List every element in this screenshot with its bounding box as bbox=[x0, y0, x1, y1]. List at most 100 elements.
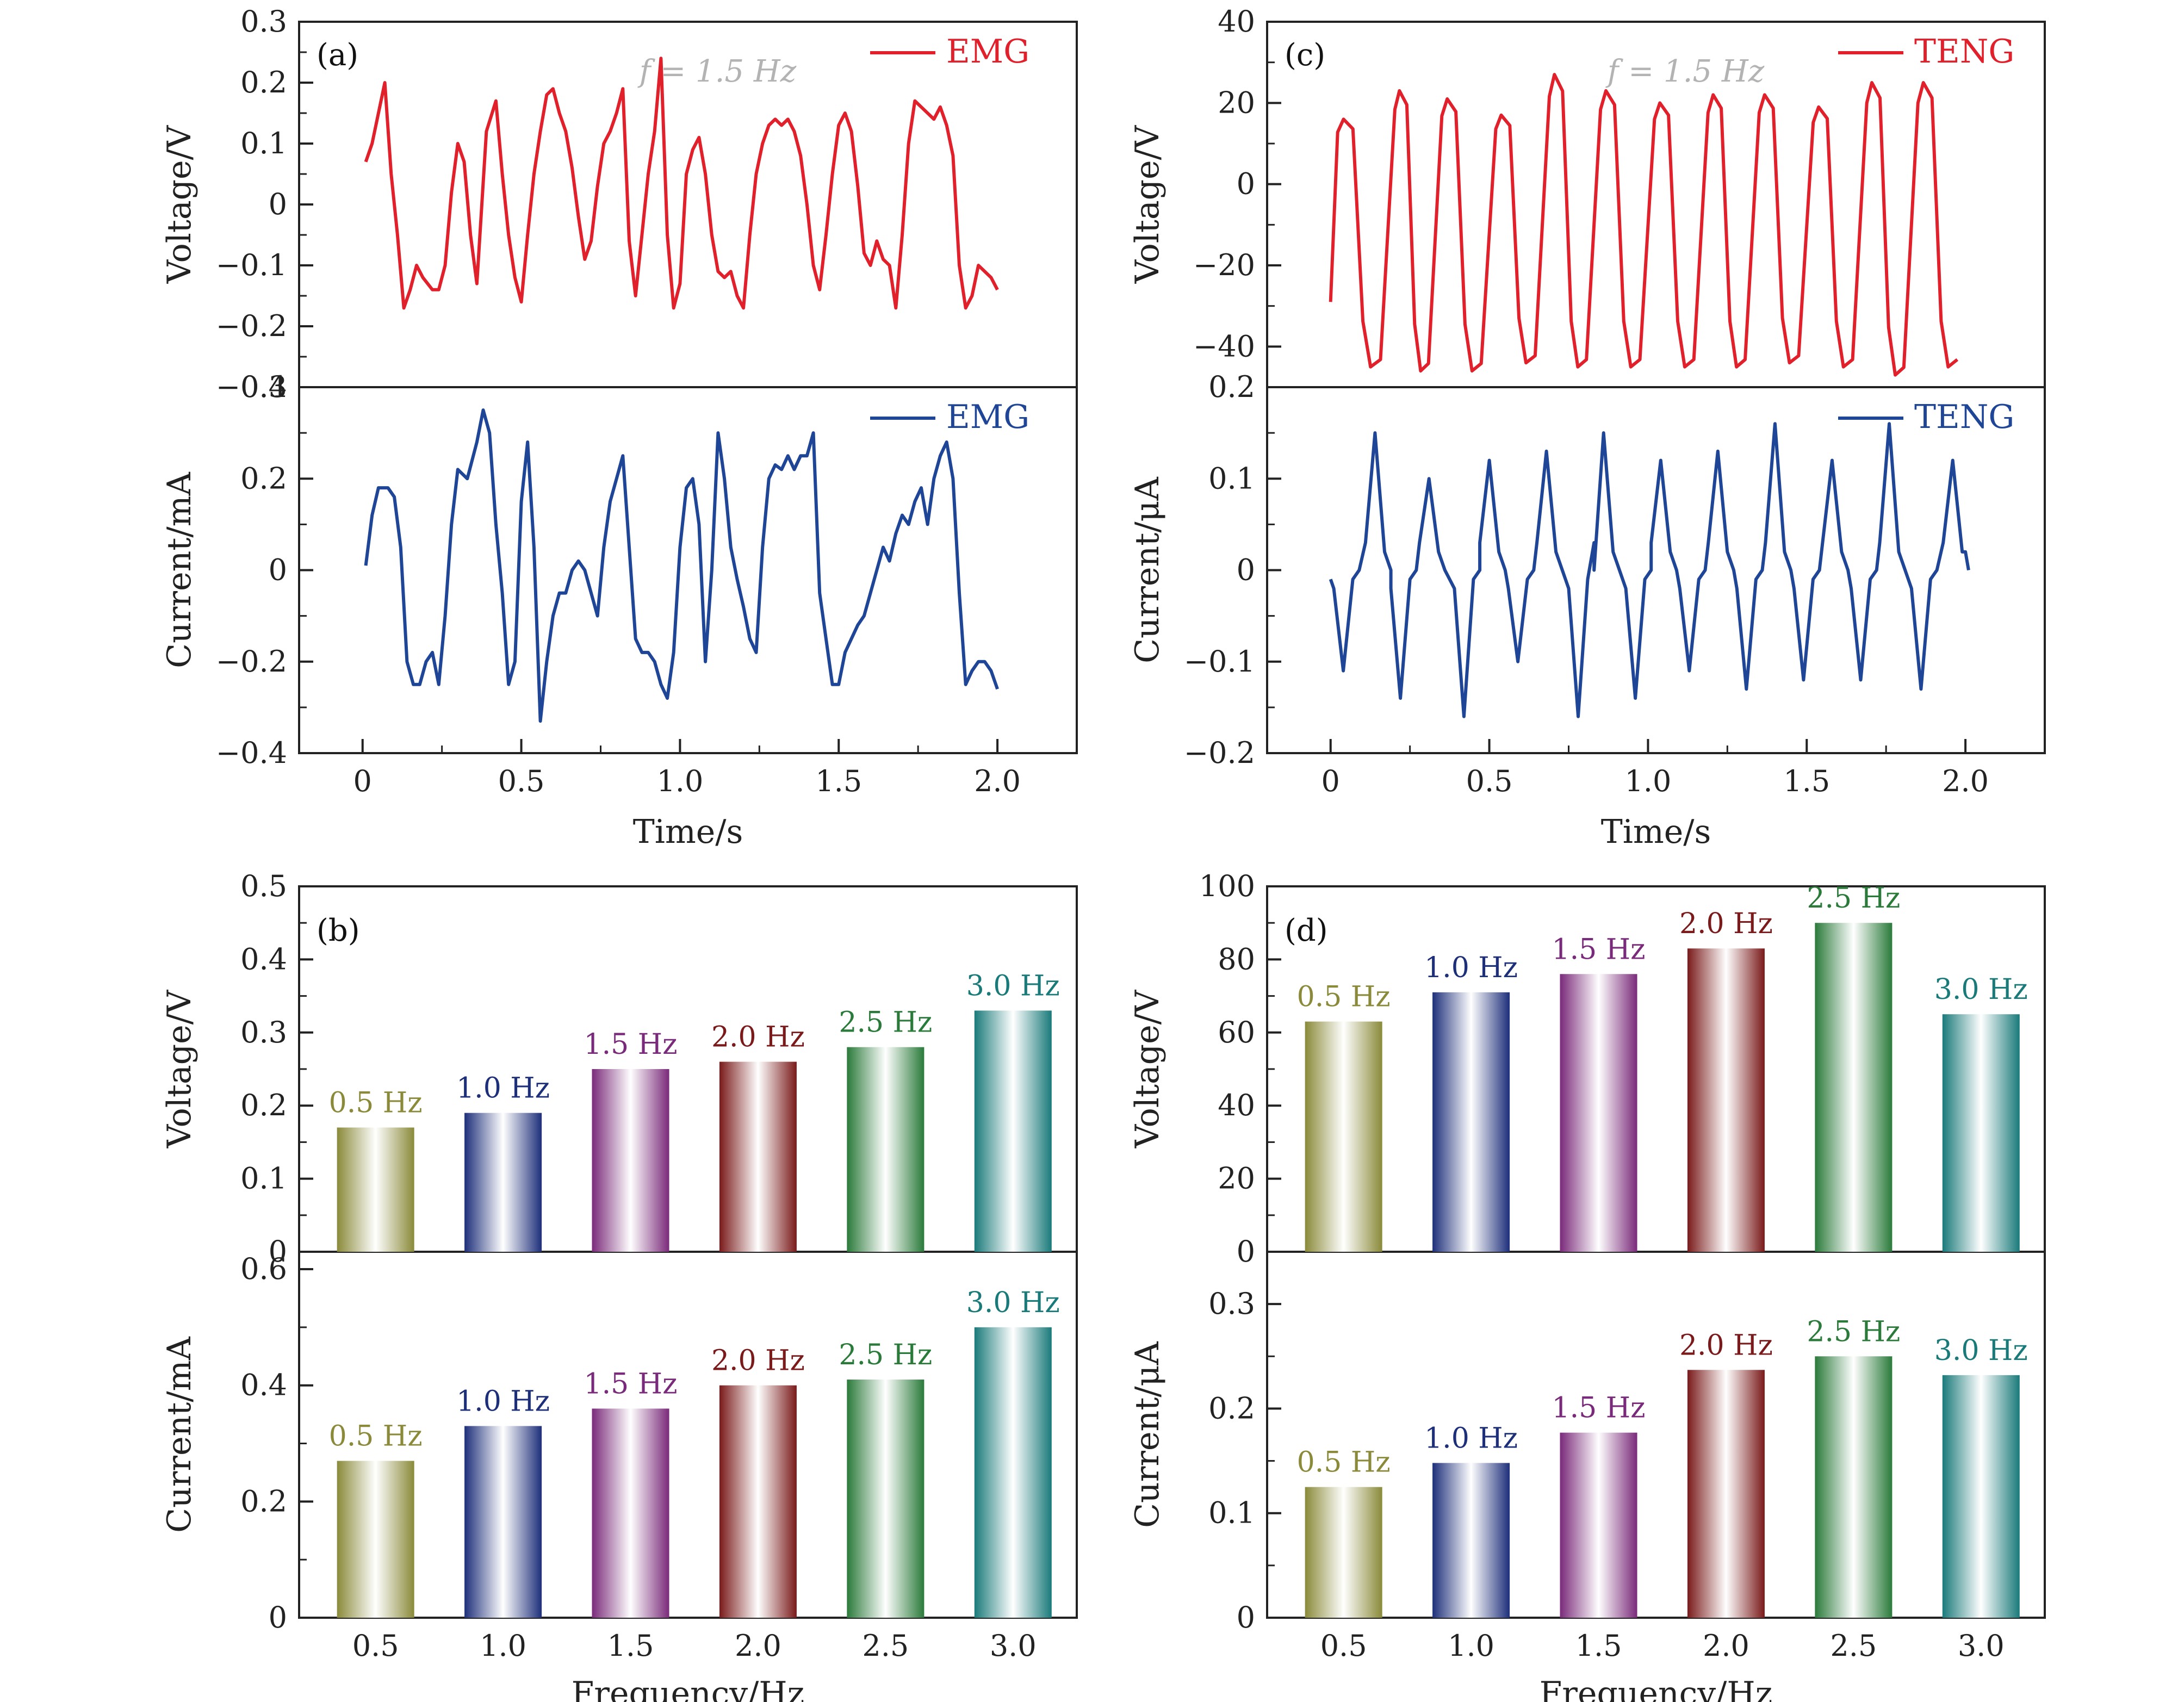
bar-top bbox=[1687, 948, 1765, 1252]
x-tick-label: 1.0 bbox=[480, 1629, 526, 1663]
y-tick-label: 0 bbox=[1237, 553, 1255, 587]
y-axis-title: Current/mA bbox=[160, 1337, 198, 1533]
bar-data-label: 2.5 Hz bbox=[839, 1007, 932, 1039]
y-axis-title: Current/mA bbox=[160, 472, 198, 668]
x-tick-label: 2.0 bbox=[735, 1629, 781, 1663]
legend-label: EMG bbox=[946, 33, 1029, 71]
bar-top bbox=[1305, 1021, 1382, 1252]
legend-label: TENG bbox=[1914, 398, 2014, 436]
bar-data-label: 2.0 Hz bbox=[1679, 1329, 1773, 1362]
y-tick-label: −0.2 bbox=[216, 644, 287, 679]
bar-data-label: 1.0 Hz bbox=[1424, 1422, 1518, 1455]
bar-top bbox=[1815, 923, 1893, 1252]
y-tick-label: 0.3 bbox=[240, 1015, 287, 1049]
series-line-bottom bbox=[1329, 422, 1970, 718]
y-tick-label: −0.2 bbox=[216, 309, 287, 343]
y-tick-label: 0.2 bbox=[240, 461, 287, 495]
bar-data-label: 0.5 Hz bbox=[329, 1420, 423, 1453]
x-tick-label: 2.0 bbox=[974, 764, 1021, 798]
y-tick-label: 20 bbox=[1218, 85, 1255, 120]
bar-bottom bbox=[1687, 1370, 1765, 1618]
x-axis-title: Frequency/Hz bbox=[572, 1675, 805, 1702]
bar-bottom bbox=[719, 1385, 797, 1618]
y-tick-label: 100 bbox=[1199, 869, 1255, 903]
y-axis-title: Voltage/V bbox=[160, 125, 198, 284]
y-axis-title: Current/μA bbox=[1128, 1341, 1167, 1527]
y-tick-label: 0.1 bbox=[1208, 1496, 1255, 1530]
x-tick-label: 0 bbox=[1321, 764, 1340, 798]
bar-bottom bbox=[1815, 1356, 1893, 1618]
y-tick-label: 0.1 bbox=[240, 1161, 287, 1196]
bar-bottom bbox=[847, 1380, 925, 1618]
x-tick-label: 0.5 bbox=[1466, 764, 1513, 798]
bar-data-label: 1.5 Hz bbox=[584, 1028, 678, 1061]
series-line-bottom bbox=[364, 408, 999, 723]
panel-tag: (c) bbox=[1285, 38, 1325, 73]
bar-top bbox=[592, 1069, 669, 1252]
bar-data-label: 2.5 Hz bbox=[839, 1339, 932, 1371]
x-tick-label: 2.0 bbox=[1942, 764, 1989, 798]
x-axis-title: Frequency/Hz bbox=[1540, 1675, 1773, 1702]
bar-data-label: 2.5 Hz bbox=[1807, 882, 1900, 915]
bar-bottom bbox=[1942, 1375, 2020, 1618]
y-tick-label: 0.4 bbox=[240, 1368, 287, 1402]
bar-data-label: 0.5 Hz bbox=[1297, 981, 1391, 1014]
y-tick-label: −0.1 bbox=[1184, 644, 1255, 679]
x-tick-label: 0.5 bbox=[498, 764, 545, 798]
bar-top bbox=[337, 1127, 414, 1252]
y-tick-label: 0.3 bbox=[240, 4, 287, 39]
bar-data-label: 3.0 Hz bbox=[1934, 1334, 2028, 1367]
bar-data-label: 3.0 Hz bbox=[966, 1287, 1060, 1319]
x-tick-label: 2.0 bbox=[1703, 1629, 1749, 1663]
y-tick-label: −0.3 bbox=[216, 370, 287, 404]
bar-data-label: 2.5 Hz bbox=[1807, 1315, 1900, 1348]
frequency-note: f = 1.5 Hz bbox=[1605, 54, 1765, 89]
y-tick-label: 0.5 bbox=[240, 869, 287, 903]
x-tick-label: 1.5 bbox=[1783, 764, 1830, 798]
bar-data-label: 2.0 Hz bbox=[711, 1021, 805, 1054]
bar-bottom bbox=[337, 1461, 414, 1618]
y-tick-label: 0.4 bbox=[240, 942, 287, 976]
bar-data-label: 3.0 Hz bbox=[1934, 973, 2028, 1006]
y-tick-label: 0 bbox=[1237, 1600, 1255, 1635]
legend-label: TENG bbox=[1914, 33, 2014, 71]
y-tick-label: 20 bbox=[1218, 1161, 1255, 1196]
y-tick-label: −40 bbox=[1193, 329, 1255, 363]
y-tick-label: −20 bbox=[1193, 248, 1255, 282]
y-axis-title: Current/μA bbox=[1128, 476, 1167, 663]
x-tick-label: 1.5 bbox=[815, 764, 862, 798]
y-tick-label: 0.2 bbox=[240, 65, 287, 100]
panel-b: 0.5 1.0 1.5 2.0 2.5 3.0 Frequency/Hz (b) 0 0.1 0.2… bbox=[160, 869, 1078, 1702]
x-axis-title: Time/s bbox=[1601, 813, 1711, 851]
bar-top bbox=[1432, 992, 1510, 1252]
y-tick-label: 40 bbox=[1218, 4, 1255, 39]
y-tick-label: 0.6 bbox=[240, 1252, 287, 1286]
y-tick-label: 0 bbox=[1237, 1234, 1255, 1269]
x-tick-label: 1.5 bbox=[607, 1629, 654, 1663]
bar-bottom bbox=[1305, 1487, 1382, 1618]
y-tick-label: 40 bbox=[1218, 1088, 1255, 1122]
panel-c: 0 0.5 1.0 1.5 2.0 Time/s (c) f = 1.5 Hz −40 −20 0 2… bbox=[1128, 4, 2046, 851]
bar-top bbox=[1942, 1014, 2020, 1252]
bar-data-label: 1.5 Hz bbox=[1552, 933, 1646, 966]
bar-data-label: 2.0 Hz bbox=[711, 1345, 805, 1377]
y-tick-label: 0.2 bbox=[240, 1088, 287, 1122]
bar-data-label: 1.0 Hz bbox=[456, 1072, 550, 1105]
y-axis-title: Voltage/V bbox=[160, 989, 198, 1148]
x-tick-label: 1.0 bbox=[1448, 1629, 1494, 1663]
bar-data-label: 1.0 Hz bbox=[1424, 952, 1518, 984]
y-tick-label: 0.1 bbox=[240, 126, 287, 160]
y-tick-label: 0.2 bbox=[1208, 370, 1255, 404]
bar-bottom bbox=[1432, 1463, 1510, 1618]
x-tick-label: 3.0 bbox=[990, 1629, 1037, 1663]
y-tick-label: 0.4 bbox=[240, 370, 287, 404]
y-tick-label: 0 bbox=[1237, 167, 1255, 201]
x-tick-label: 1.0 bbox=[1624, 764, 1671, 798]
bar-data-label: 1.5 Hz bbox=[1552, 1392, 1646, 1425]
y-tick-label: 0.1 bbox=[1208, 461, 1255, 495]
x-axis-title: Time/s bbox=[633, 813, 743, 851]
y-tick-label: 0.3 bbox=[1208, 1287, 1255, 1321]
x-tick-label: 0.5 bbox=[1320, 1629, 1367, 1663]
bar-bottom bbox=[464, 1426, 542, 1618]
